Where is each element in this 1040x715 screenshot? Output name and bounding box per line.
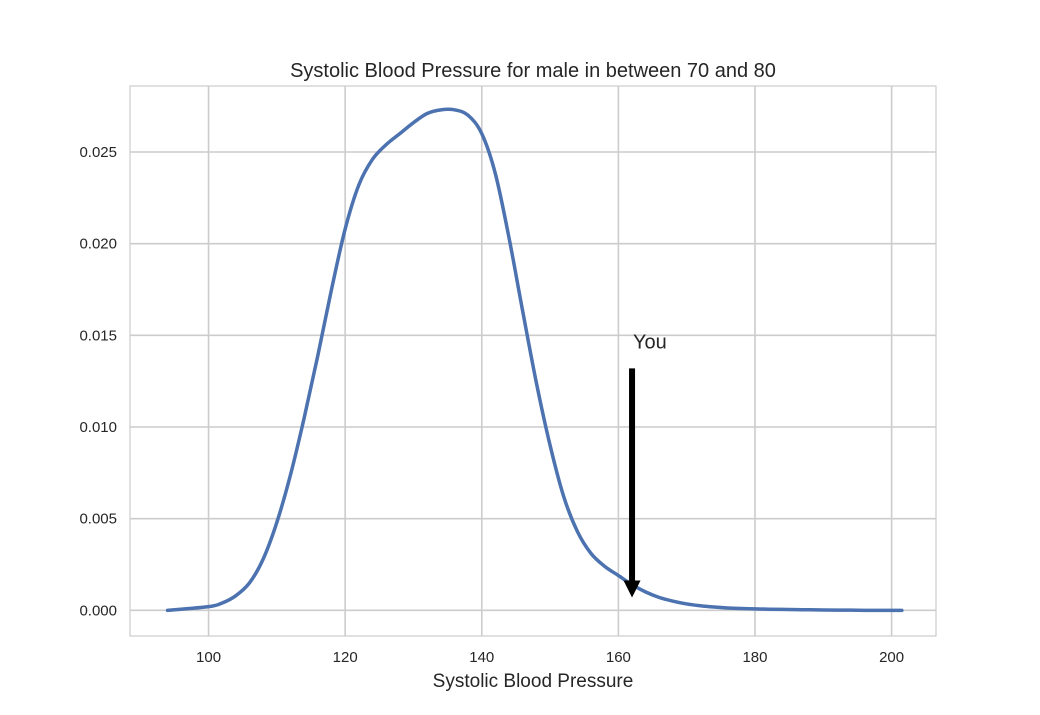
x-tick-label: 160 bbox=[606, 649, 631, 666]
x-tick-label: 100 bbox=[196, 649, 221, 666]
you-arrow-head bbox=[623, 580, 641, 598]
x-tick-label: 180 bbox=[742, 649, 767, 666]
y-tick-label: 0.025 bbox=[79, 144, 117, 161]
y-tick-label: 0.020 bbox=[79, 236, 117, 253]
kde-curve bbox=[165, 107, 904, 613]
y-tick-label: 0.000 bbox=[79, 602, 117, 619]
y-axis-ticks: 0.000 0.005 0.010 0.015 0.020 0.025 bbox=[79, 144, 117, 619]
x-axis-label: Systolic Blood Pressure bbox=[433, 671, 634, 692]
y-tick-label: 0.015 bbox=[79, 327, 117, 344]
y-tick-label: 0.005 bbox=[79, 511, 117, 528]
y-tick-label: 0.010 bbox=[79, 419, 117, 436]
chart-title: Systolic Blood Pressure for male in betw… bbox=[290, 60, 776, 82]
x-axis-ticks: 100 120 140 160 180 200 bbox=[196, 649, 904, 666]
x-tick-label: 140 bbox=[469, 649, 494, 666]
you-annotation: You bbox=[633, 331, 667, 353]
x-tick-label: 120 bbox=[333, 649, 358, 666]
x-tick-label: 200 bbox=[879, 649, 904, 666]
